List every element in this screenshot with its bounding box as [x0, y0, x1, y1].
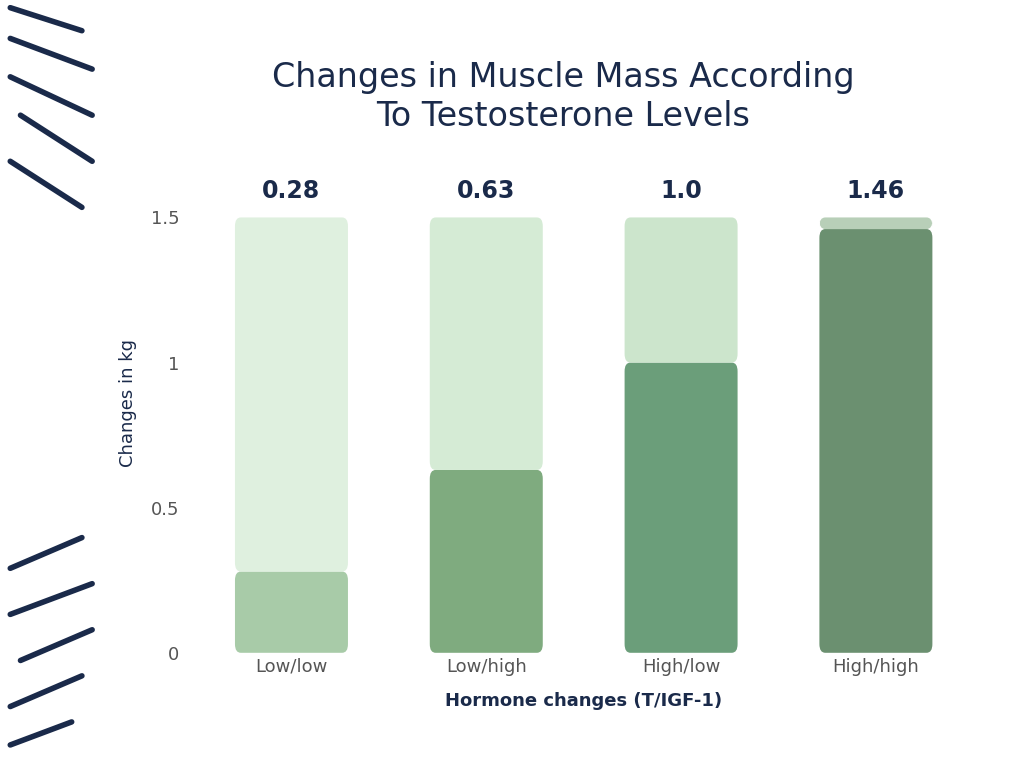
- FancyBboxPatch shape: [234, 571, 348, 653]
- Text: 1.0: 1.0: [660, 179, 702, 203]
- FancyBboxPatch shape: [625, 362, 737, 653]
- Text: 0.28: 0.28: [262, 179, 321, 203]
- FancyBboxPatch shape: [819, 229, 933, 653]
- X-axis label: Hormone changes (T/IGF-1): Hormone changes (T/IGF-1): [445, 692, 722, 710]
- Text: 0.63: 0.63: [457, 179, 515, 203]
- FancyBboxPatch shape: [430, 470, 543, 653]
- FancyBboxPatch shape: [234, 217, 348, 571]
- FancyBboxPatch shape: [430, 217, 543, 470]
- FancyBboxPatch shape: [819, 217, 933, 229]
- FancyBboxPatch shape: [625, 217, 737, 362]
- Y-axis label: Changes in kg: Changes in kg: [119, 339, 137, 467]
- Text: Changes in Muscle Mass According
To Testosterone Levels: Changes in Muscle Mass According To Test…: [272, 61, 854, 133]
- Text: 1.46: 1.46: [847, 179, 905, 203]
